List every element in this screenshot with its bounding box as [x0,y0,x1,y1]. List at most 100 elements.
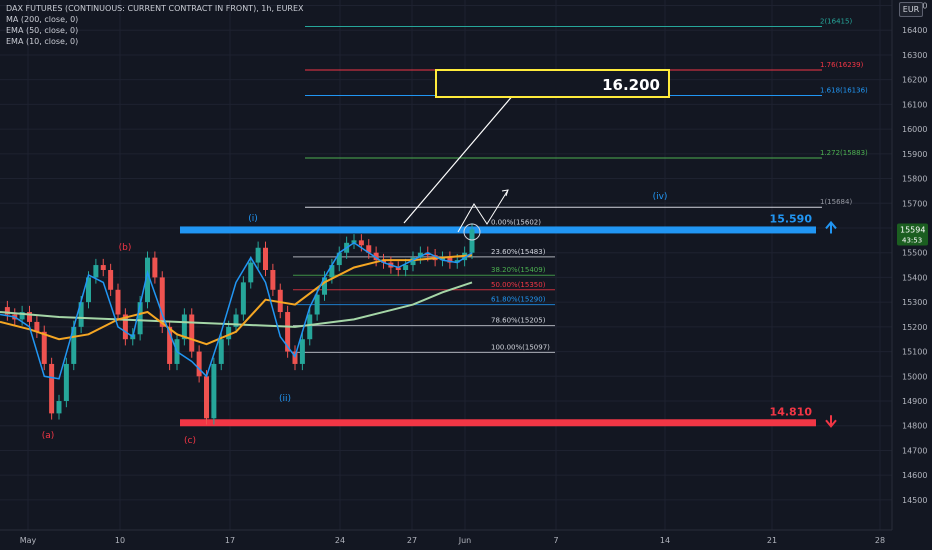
y-tick-label: 14500 [902,496,927,505]
candle-body [373,252,379,261]
wave-label: (iv) [653,192,668,202]
target-box [435,69,670,98]
candle-body [307,314,313,340]
x-tick-label: 7 [553,536,558,545]
y-tick-label: 16300 [902,51,927,60]
candle-body [299,339,305,364]
candle-body [381,260,386,263]
currency-button[interactable]: EUR [899,2,923,17]
indicator-ema10[interactable]: EMA (10, close, 0) [6,37,79,46]
candle-body [115,289,121,315]
candle-body [49,363,55,414]
y-tick-label: 15000 [902,372,927,381]
candle-body [292,351,298,364]
candle-body [270,270,276,290]
candle-body [425,252,431,256]
candle-body [218,339,224,364]
series-line-EMA (10, close, 0) [0,241,473,380]
x-tick-label: 14 [660,536,670,545]
y-tick-label: 15300 [902,298,927,307]
y-tick-label: 16100 [902,100,927,109]
candle-body [86,277,91,303]
candle-body [447,257,453,263]
fib-extension-label: 1.272(15883) [820,149,868,157]
y-tick-label: 15500 [902,249,927,258]
y-tick-label: 15200 [902,323,927,332]
x-tick-label: May [20,536,37,545]
wave-label: (a) [42,431,55,441]
candle-body [78,302,84,327]
candle-body [454,260,460,263]
candle-body [108,270,114,290]
fib-retracement-label: 23.60%(15483) [491,248,546,256]
y-tick-label: 16000 [902,125,927,134]
candle-body [358,240,364,246]
candle-body [211,363,217,419]
candle-body [403,265,409,271]
candle-body [248,262,254,283]
fib-extension-label: 1.618(16136) [820,86,868,94]
breakout-circle [463,223,481,241]
projection-arrow [403,79,527,224]
x-tick-label: 17 [225,536,235,545]
wave-label: (b) [119,243,132,253]
price-badge-value: 15594 [900,225,925,234]
y-tick-label: 15800 [902,175,927,184]
target-label: 16.200 [602,76,660,94]
candle-body [181,314,187,340]
fib-retracement-label: 100.00%(15097) [491,343,550,351]
candle-body [204,376,209,419]
fib-retracement-label: 38.20%(15409) [491,266,546,274]
candle-body [277,289,283,313]
candle-body [226,326,232,340]
y-tick-label: 15100 [902,348,927,357]
candle-body [152,257,158,278]
x-tick-label: Jun [458,536,472,545]
candle-body [93,265,99,278]
y-tick-label: 14600 [902,471,927,480]
candle-body [285,312,291,352]
support-band [180,419,816,427]
candle-body [71,326,77,364]
candle-body [417,252,423,258]
up-arrow-icon [825,220,837,234]
indicator-ma200[interactable]: MA (200, close, 0) [6,15,79,24]
candle-body [34,321,40,332]
y-tick-label: 16400 [902,26,927,35]
candle-body [469,229,475,253]
candle-body [41,331,47,364]
arrow-head-icon [501,189,509,197]
fib-extension-label: 1(15684) [820,198,852,206]
candle-body [314,294,320,315]
price-badge [897,223,928,246]
y-tick-label: 14700 [902,446,927,455]
candle-body [4,307,10,315]
y-tick-label: 15700 [902,199,927,208]
candle-body [395,267,401,271]
fib-extension-label: 2(16415) [820,18,852,26]
candle-body [159,277,165,327]
fib-retracement-label: 50.00%(15350) [491,281,546,289]
candle-body [63,363,69,402]
candle-body [137,302,143,335]
series-line-MA (200, close, 0) [0,281,473,328]
candle-body [410,257,416,266]
candle-body [329,265,335,278]
fib-retracement-label: 78.60%(15205) [491,317,546,325]
y-tick-label: 15900 [902,150,927,159]
zigzag-projection [457,189,509,233]
y-tick-label: 16200 [902,76,927,85]
y-tick-label: 14800 [902,422,927,431]
x-tick-label: 10 [115,536,125,545]
candle-body [19,312,25,320]
x-tick-label: 21 [767,536,777,545]
candle-body [255,247,261,263]
price-badge-timer: 43:53 [902,236,922,244]
wave-label: (c) [184,436,196,446]
down-arrow-icon [825,415,837,428]
series-line-EMA (50, close, 0) [0,254,473,346]
indicator-ema50[interactable]: EMA (50, close, 0) [6,26,79,35]
candle-body [189,314,195,352]
